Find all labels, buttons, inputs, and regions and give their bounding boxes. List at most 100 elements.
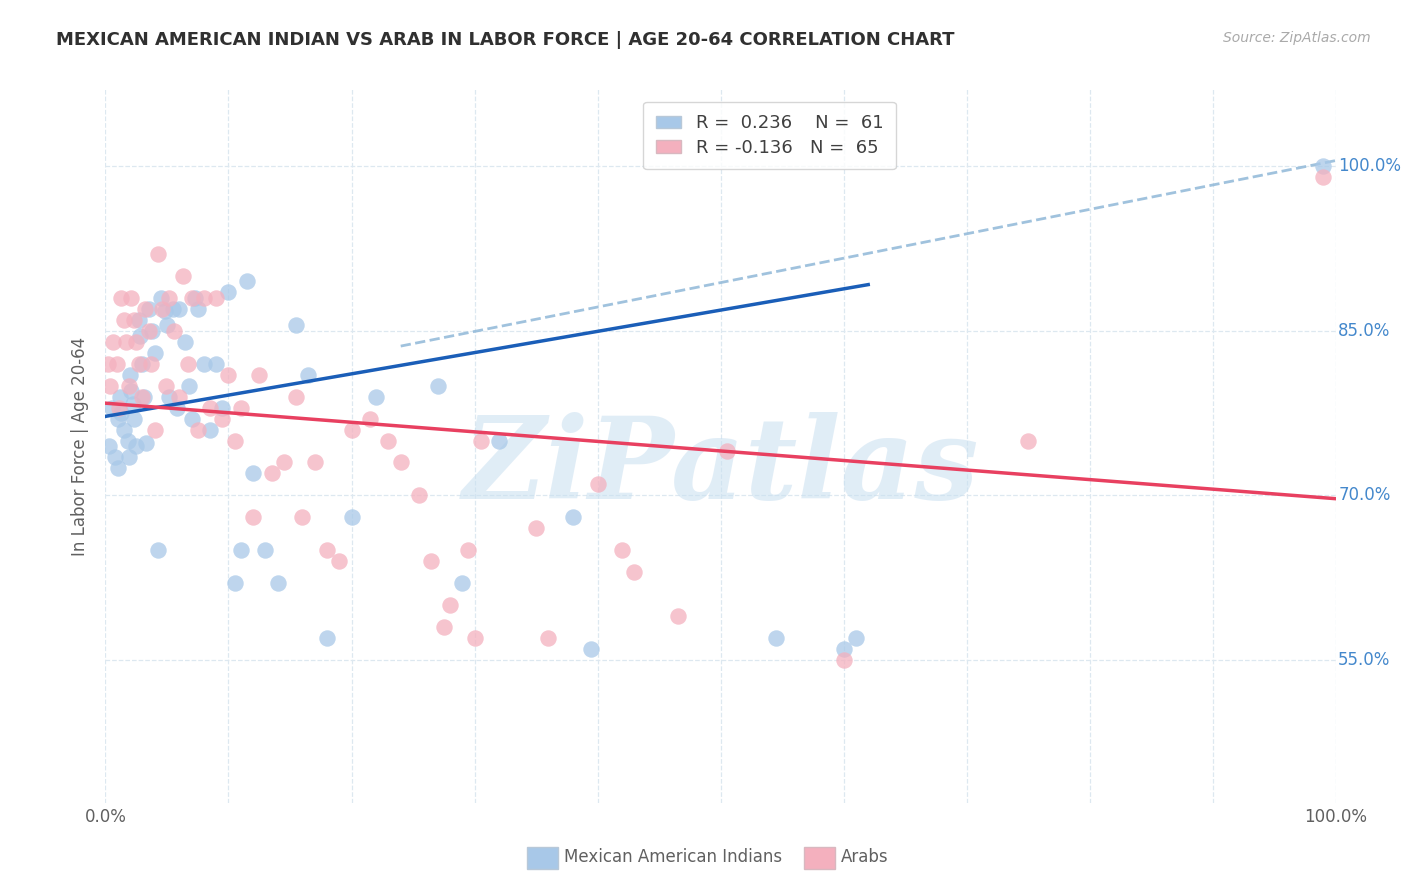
- Point: [148, 543, 170, 558]
- Point: [315, 631, 337, 645]
- Point: [162, 301, 184, 316]
- Point: [156, 318, 179, 333]
- Point: [211, 401, 233, 415]
- Point: [110, 406, 132, 420]
- Point: [118, 450, 141, 464]
- Point: [108, 401, 131, 415]
- Point: [143, 345, 166, 359]
- Point: [115, 334, 138, 349]
- Point: [1017, 434, 1039, 448]
- Text: ZiPatlas: ZiPatlas: [463, 412, 979, 523]
- Point: [205, 291, 228, 305]
- Point: [118, 378, 141, 392]
- Point: [143, 423, 166, 437]
- Point: [125, 334, 148, 349]
- Point: [260, 467, 283, 481]
- Point: [359, 411, 381, 425]
- Point: [122, 312, 145, 326]
- Point: [610, 543, 633, 558]
- Point: [586, 477, 609, 491]
- Text: Mexican American Indians: Mexican American Indians: [564, 848, 782, 866]
- Text: 100.0%: 100.0%: [1339, 157, 1402, 175]
- Point: [716, 444, 738, 458]
- Text: 85.0%: 85.0%: [1339, 322, 1391, 340]
- Point: [211, 411, 233, 425]
- Point: [104, 450, 127, 464]
- Point: [464, 631, 486, 645]
- Point: [285, 318, 308, 333]
- Point: [224, 576, 246, 591]
- Point: [229, 401, 252, 415]
- Point: [765, 631, 787, 645]
- Point: [267, 576, 290, 591]
- Point: [1312, 169, 1334, 184]
- Point: [224, 434, 246, 448]
- Point: [169, 390, 191, 404]
- Point: [166, 401, 188, 415]
- Point: [120, 291, 142, 305]
- Point: [98, 378, 122, 392]
- Point: [159, 390, 180, 404]
- Point: [439, 598, 461, 612]
- Point: [273, 455, 295, 469]
- Point: [242, 510, 264, 524]
- Point: [218, 285, 240, 300]
- Point: [389, 455, 412, 469]
- Point: [139, 357, 162, 371]
- Point: [110, 390, 132, 404]
- Point: [148, 247, 170, 261]
- Point: [125, 439, 148, 453]
- Point: [537, 631, 560, 645]
- Point: [100, 401, 122, 415]
- Point: [132, 390, 155, 404]
- Point: [205, 357, 228, 371]
- Text: Arabs: Arabs: [841, 848, 889, 866]
- Point: [198, 401, 221, 415]
- Point: [98, 439, 121, 453]
- Point: [451, 576, 474, 591]
- Point: [169, 301, 191, 316]
- Point: [138, 324, 160, 338]
- Point: [107, 411, 129, 425]
- Point: [845, 631, 868, 645]
- Point: [172, 268, 194, 283]
- Point: [174, 334, 197, 349]
- Point: [193, 291, 215, 305]
- Point: [328, 554, 350, 568]
- Text: Source: ZipAtlas.com: Source: ZipAtlas.com: [1223, 31, 1371, 45]
- Point: [377, 434, 399, 448]
- Text: 70.0%: 70.0%: [1339, 486, 1391, 504]
- Point: [524, 521, 547, 535]
- Point: [121, 397, 143, 411]
- Point: [184, 291, 207, 305]
- Point: [623, 566, 645, 580]
- Point: [254, 543, 277, 558]
- Point: [150, 301, 173, 316]
- Point: [193, 357, 215, 371]
- Legend: R =  0.236    N =  61, R = -0.136   N =  65: R = 0.236 N = 61, R = -0.136 N = 65: [644, 102, 896, 169]
- Point: [138, 301, 160, 316]
- Point: [177, 357, 200, 371]
- Point: [179, 378, 201, 392]
- Point: [832, 653, 855, 667]
- Point: [229, 543, 252, 558]
- Point: [112, 312, 135, 326]
- Point: [470, 434, 492, 448]
- Point: [153, 304, 176, 318]
- Text: MEXICAN AMERICAN INDIAN VS ARAB IN LABOR FORCE | AGE 20-64 CORRELATION CHART: MEXICAN AMERICAN INDIAN VS ARAB IN LABOR…: [56, 31, 955, 49]
- Point: [562, 510, 585, 524]
- Point: [105, 357, 128, 371]
- Point: [128, 357, 150, 371]
- Text: 55.0%: 55.0%: [1339, 651, 1391, 669]
- Point: [457, 543, 479, 558]
- Point: [120, 368, 141, 382]
- Point: [101, 334, 124, 349]
- Point: [135, 435, 157, 450]
- Point: [198, 423, 221, 437]
- Point: [285, 390, 308, 404]
- Point: [340, 423, 363, 437]
- Point: [112, 423, 135, 437]
- Point: [488, 434, 510, 448]
- Point: [120, 384, 142, 398]
- Point: [141, 324, 163, 338]
